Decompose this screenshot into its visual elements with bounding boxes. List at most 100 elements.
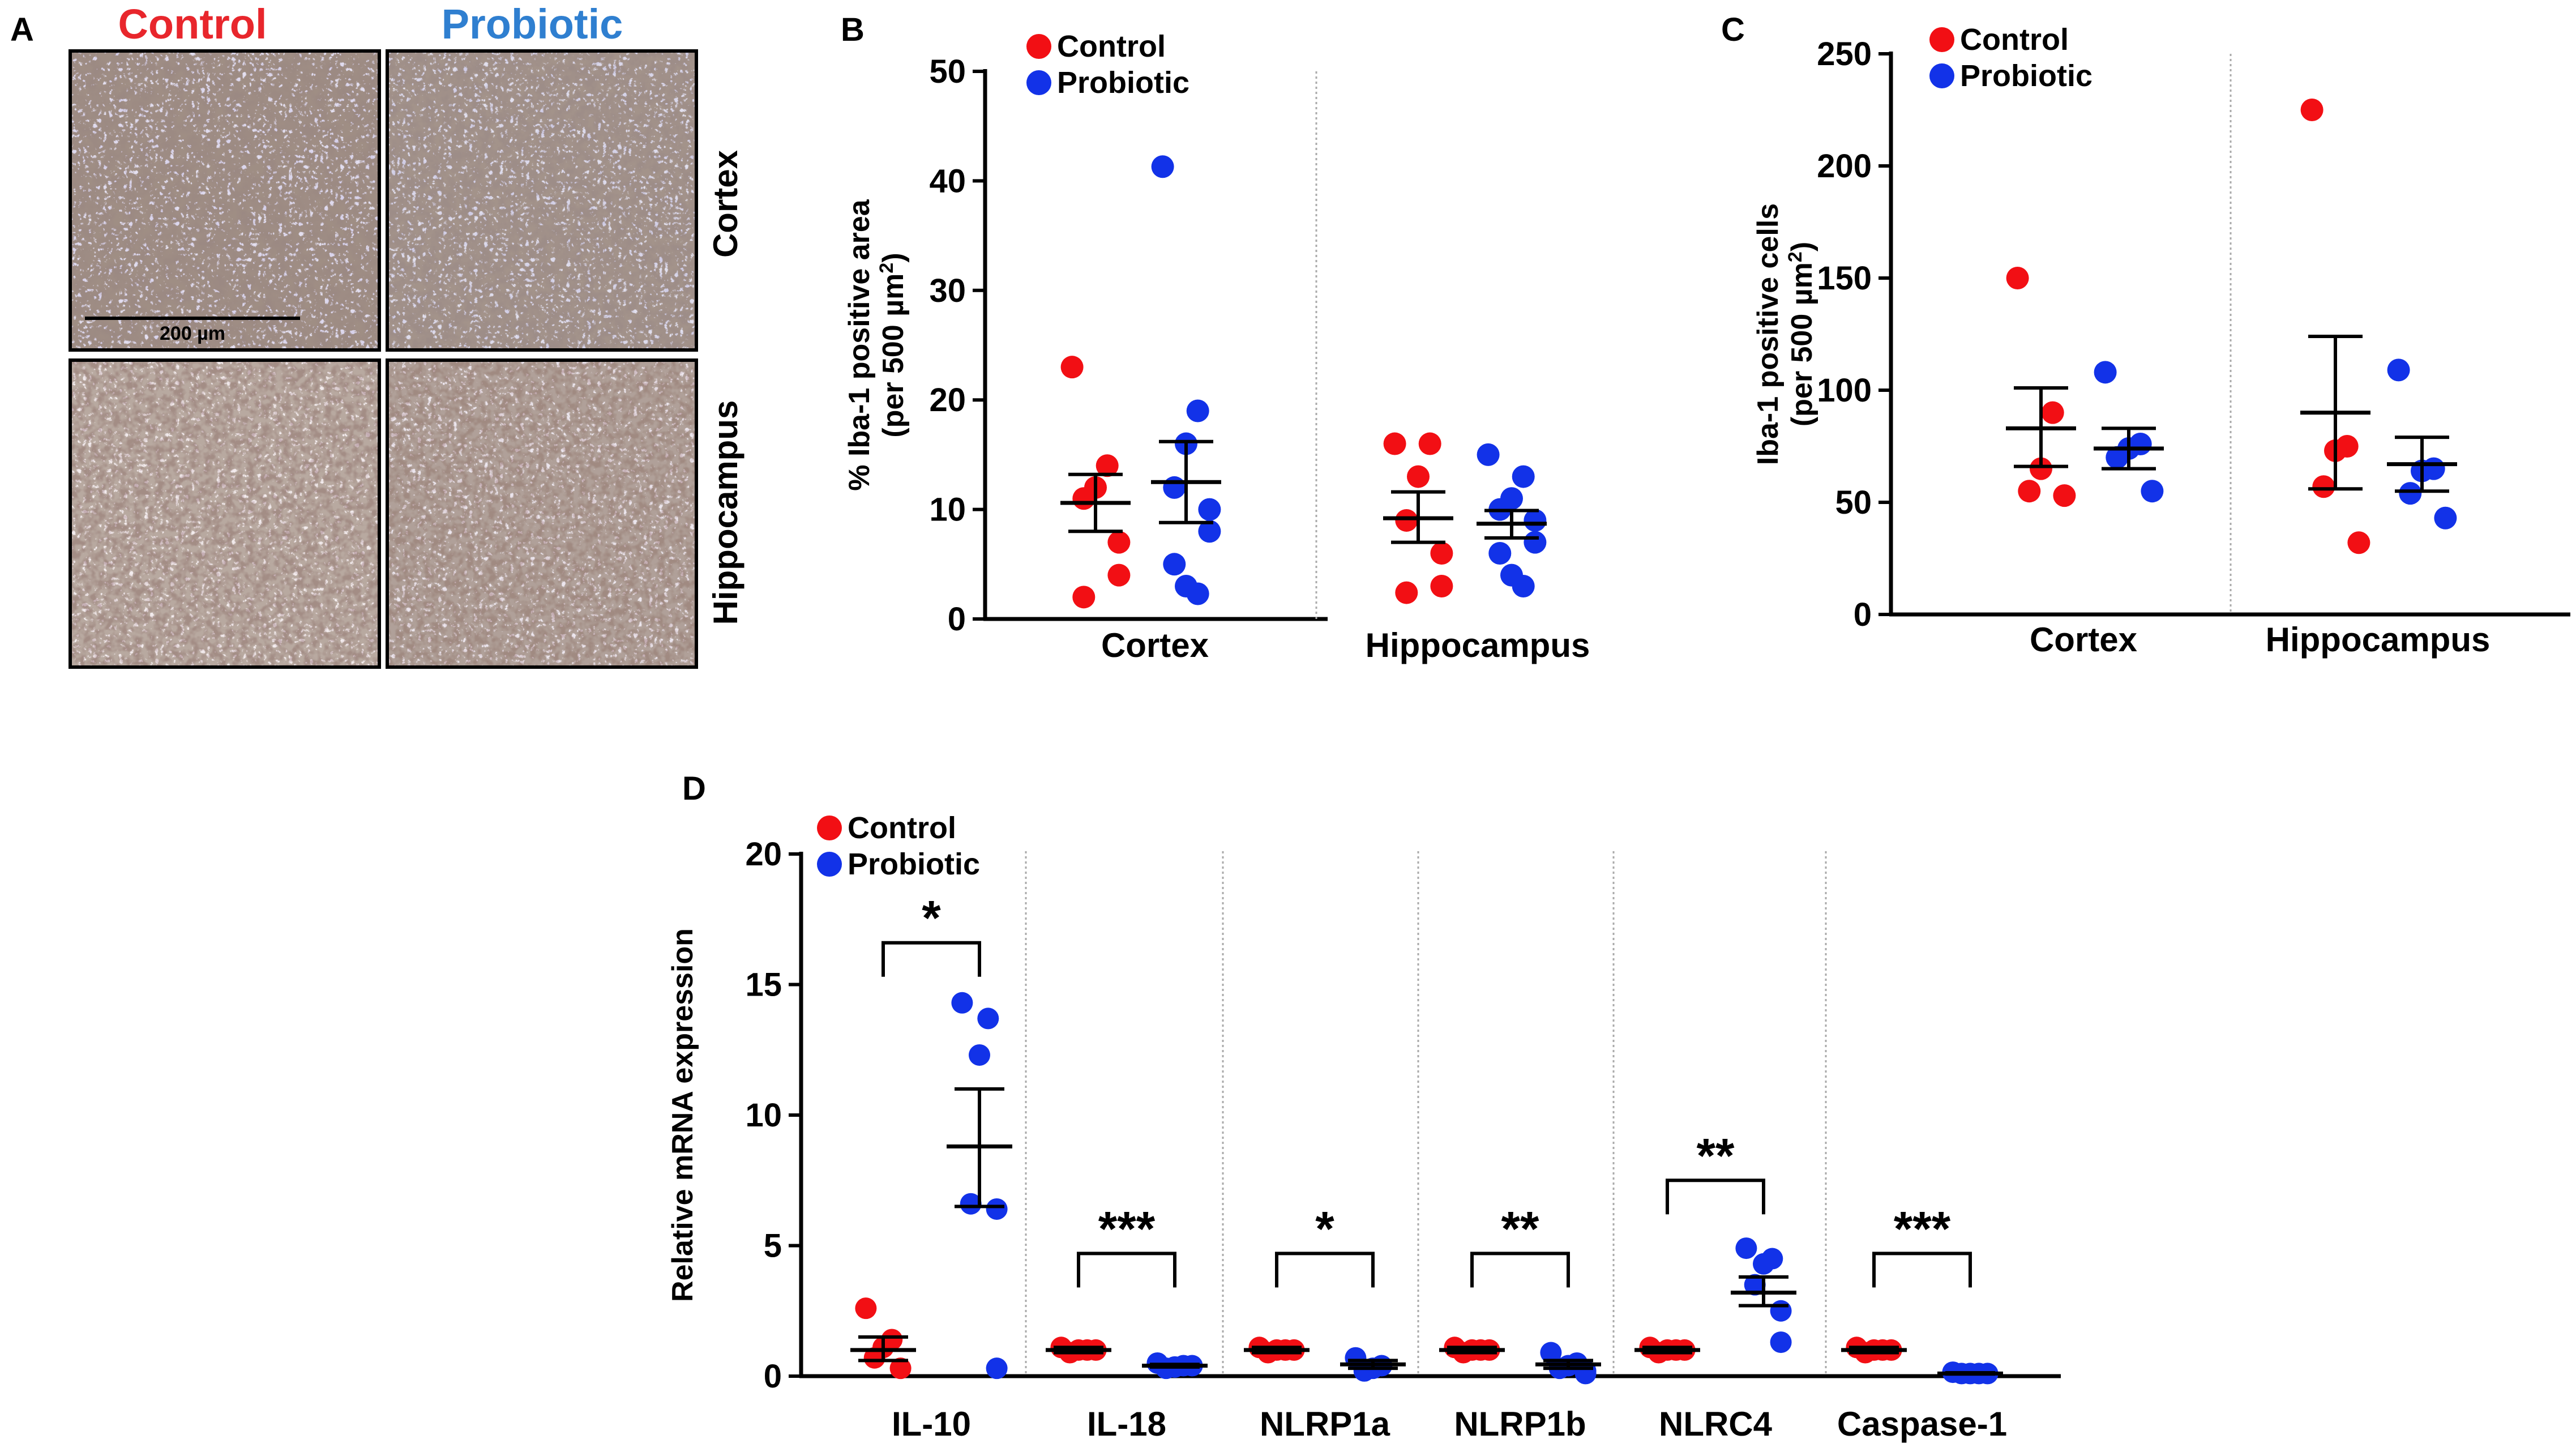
legend-marker-probiotic [1929,63,1954,88]
data-point-probiotic [1540,1342,1562,1364]
y-axis-label-units-text: (per 500 µm [1786,262,1818,426]
y-tick-label: 50 [1835,484,1872,521]
data-point-control [1096,454,1119,477]
data-point-probiotic [1163,476,1186,499]
panel-a-letter: A [10,11,34,48]
data-point-probiotic [969,1044,990,1066]
data-point-control [2018,480,2041,503]
micrograph-hippocampus-probiotic [386,358,698,669]
category-label: Caspase-1 [1837,1405,2007,1443]
y-axis-label: % Iba-1 positive area [843,199,876,491]
panel-b-letter: B [841,11,865,48]
y-tick-label: 20 [929,382,966,419]
chart-c: C 0 50 100 150 200 250 Iba-1 positive cells (per… [1721,11,2570,659]
data-point-control [1107,563,1131,587]
data-point-probiotic [1488,541,1512,565]
y-tick-label: 0 [1854,596,1872,633]
y-axis-label-close: ) [877,253,910,262]
data-point-control [2347,531,2370,554]
legend-marker-control [1929,27,1954,52]
legend-label-probiotic: Probiotic [848,847,980,881]
legend-label-probiotic: Probiotic [1057,66,1189,100]
data-point-probiotic [2094,361,2117,384]
data-point-control [1383,432,1406,455]
category-label: NLRP1b [1454,1405,1586,1443]
significance-marker: ** [1697,1129,1735,1183]
legend-marker-control [1026,34,1051,59]
legend-label-probiotic: Probiotic [1960,59,2093,93]
data-point-probiotic [2387,358,2410,382]
significance-bracket [1275,1252,1375,1288]
significance-marker: * [1315,1202,1334,1256]
category-label: Cortex [1101,626,1209,664]
significance-marker: * [922,891,941,946]
data-point-probiotic [1524,531,1547,554]
y-axis-label-units-text: (per 500 µm [877,274,910,438]
y-tick-label: 0 [948,601,966,638]
data-point-control [1072,487,1096,510]
category-label: Hippocampus [2266,621,2491,659]
data-point-probiotic [2141,480,2164,503]
significance-bracket [1470,1252,1570,1288]
row-label-hippocampus: Hippocampus [707,400,744,625]
legend-label-control: Control [848,811,956,845]
y-tick-label: 250 [1817,36,1872,72]
data-point-control [1418,432,1441,455]
y-tick-label: 40 [929,163,966,199]
data-point-probiotic [951,992,973,1014]
panel-d-letter: D [682,770,706,807]
data-point-control [1395,581,1418,604]
data-point-probiotic [1477,443,1500,466]
legend-marker-probiotic [1026,70,1051,95]
y-tick-label: 150 [1817,260,1872,297]
y-axis-label-superscript: 2 [1785,251,1806,262]
data-point-control [2006,267,2029,289]
data-point-probiotic [1186,399,1209,422]
data-point-probiotic [1198,520,1221,543]
data-point-control [855,1297,877,1320]
y-axis-label: Relative mRNA expression [666,928,699,1302]
data-point-probiotic [1770,1300,1792,1322]
data-point-probiotic [977,1007,999,1030]
row-label-cortex: Cortex [707,150,744,258]
legend-label-control: Control [1960,23,2069,57]
category-label: NLRC4 [1659,1405,1773,1443]
data-point-control [1060,356,1084,379]
scale-bar-label: 200 µm [160,323,225,344]
y-tick-label: 0 [764,1358,782,1395]
column-header-probiotic: Probiotic [442,1,623,48]
data-point-probiotic [1151,155,1174,178]
data-point-probiotic [1163,553,1186,576]
y-tick-label: 30 [929,272,966,309]
y-tick-label: 100 [1817,372,1872,409]
data-point-control [889,1357,912,1380]
data-point-control [2300,99,2323,121]
category-label: Hippocampus [1366,626,1590,664]
y-tick-label: 20 [745,836,782,873]
y-axis-label-superscript: 2 [876,263,897,274]
category-label: IL-10 [892,1405,971,1443]
data-point-control [2030,457,2052,480]
significance-bracket [1077,1252,1176,1288]
significance-bracket [1666,1179,1765,1215]
data-point-probiotic [1753,1253,1774,1275]
category-label: Cortex [2030,621,2137,659]
significance-marker: *** [1098,1202,1156,1256]
data-point-probiotic [1735,1237,1757,1259]
data-point-probiotic [1770,1331,1792,1353]
data-point-probiotic [2399,482,2422,505]
y-axis-label: Iba-1 positive cells [1752,203,1785,465]
data-point-control [1072,586,1096,609]
data-point-control [2041,401,2064,424]
y-tick-label: 5 [764,1228,782,1265]
y-tick-label: 15 [745,967,782,1004]
data-point-probiotic [986,1198,1008,1220]
y-tick-label: 50 [929,53,966,90]
category-label: NLRP1a [1260,1405,1390,1443]
significance-bracket [1872,1252,1972,1288]
data-point-probiotic [1512,465,1535,488]
data-point-control [1430,574,1453,597]
y-tick-label: 200 [1817,148,1872,185]
panel-c-letter: C [1721,11,1745,48]
